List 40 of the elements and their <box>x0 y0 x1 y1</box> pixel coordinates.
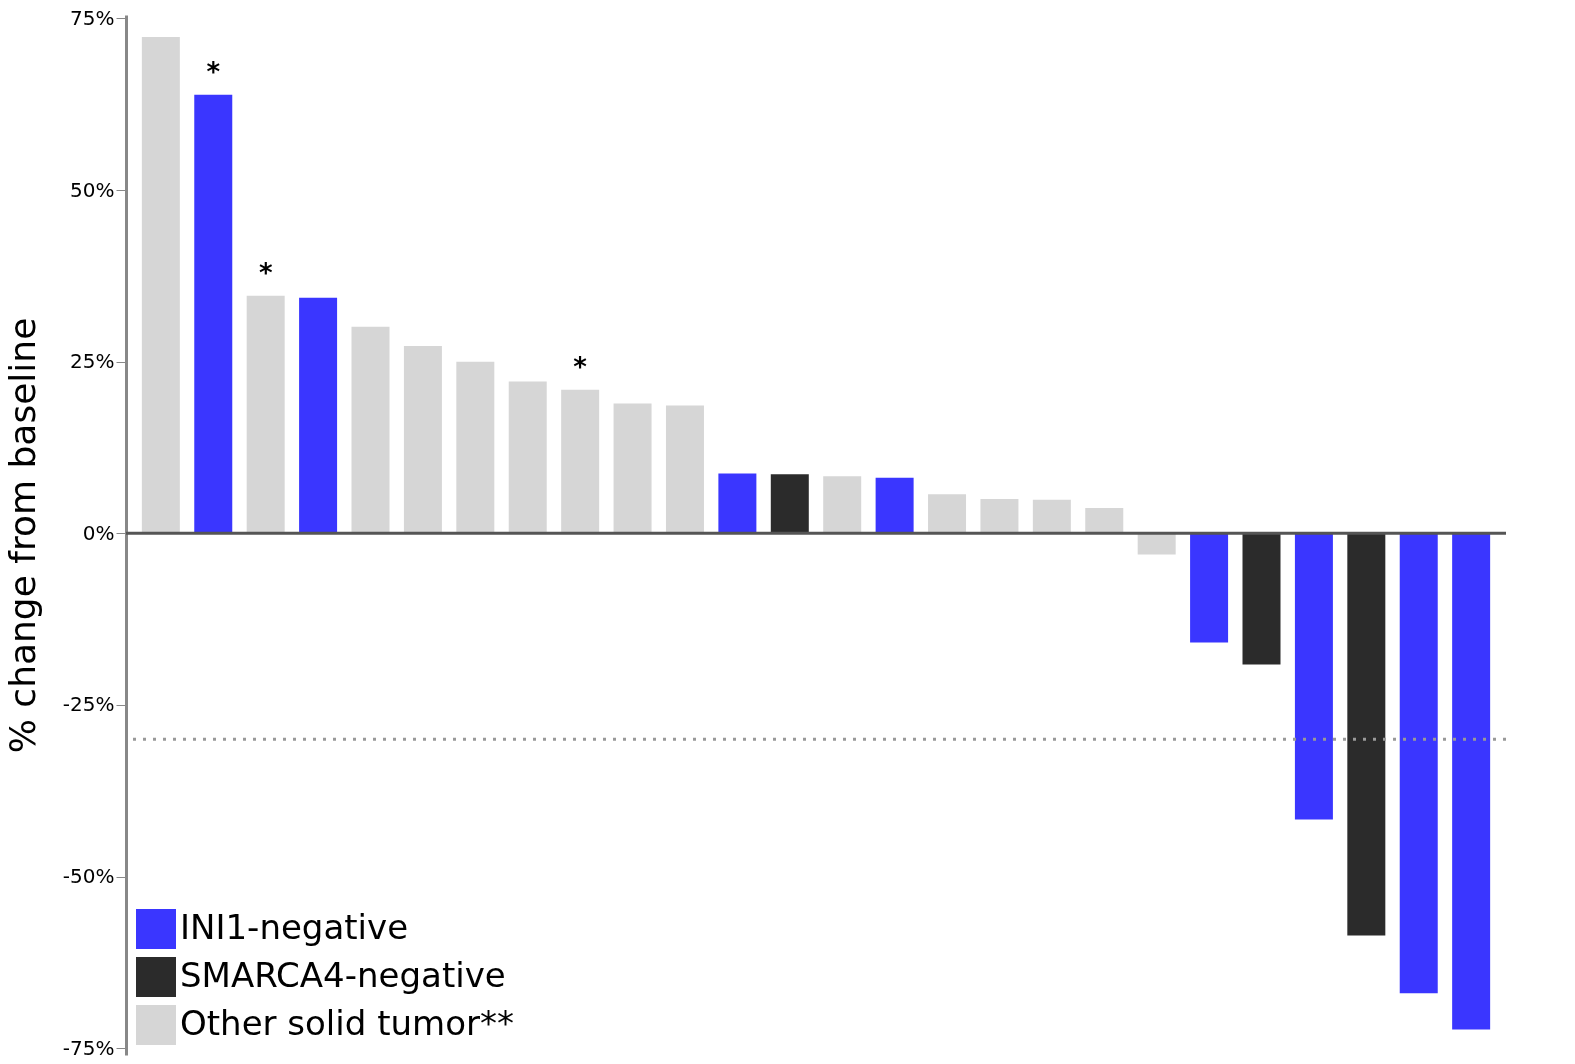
bar <box>508 381 547 534</box>
legend-label: SMARCA4-negative <box>180 955 506 995</box>
bar <box>1242 533 1281 665</box>
bar <box>1452 533 1491 1030</box>
bar <box>1032 499 1071 534</box>
y-tick-label: 50% <box>70 177 115 202</box>
bar <box>718 473 757 534</box>
bar <box>823 476 862 534</box>
bar <box>351 326 390 534</box>
bar <box>665 405 704 534</box>
bar <box>299 297 338 534</box>
bar <box>561 389 600 534</box>
y-tick-label: -25% <box>62 692 115 717</box>
bar <box>403 345 442 534</box>
y-axis-title: % change from baseline <box>1 317 43 754</box>
y-tick-label: -75% <box>62 1035 115 1060</box>
bar <box>246 295 285 534</box>
bar <box>194 94 233 534</box>
bar <box>1347 533 1386 936</box>
bar <box>141 36 180 534</box>
legend-label: INI1-negative <box>180 907 409 947</box>
bar <box>1137 533 1176 555</box>
bar <box>613 403 652 534</box>
bar <box>875 477 914 534</box>
bar <box>980 498 1019 534</box>
bar <box>1190 533 1229 643</box>
y-tick-label: 25% <box>70 349 115 374</box>
data-label: * <box>258 257 273 288</box>
data-label: * <box>573 351 588 382</box>
bar <box>1399 533 1438 994</box>
bar <box>1294 533 1333 820</box>
bar <box>1085 507 1124 534</box>
bar <box>456 361 495 534</box>
legend-label: Other solid tumor** <box>180 1003 514 1043</box>
y-tick-label: 75% <box>70 5 115 30</box>
data-label: * <box>206 56 221 87</box>
y-tick-label: -50% <box>62 864 115 889</box>
y-tick-label: 0% <box>82 520 115 545</box>
bar <box>928 494 967 534</box>
bar <box>770 474 809 534</box>
